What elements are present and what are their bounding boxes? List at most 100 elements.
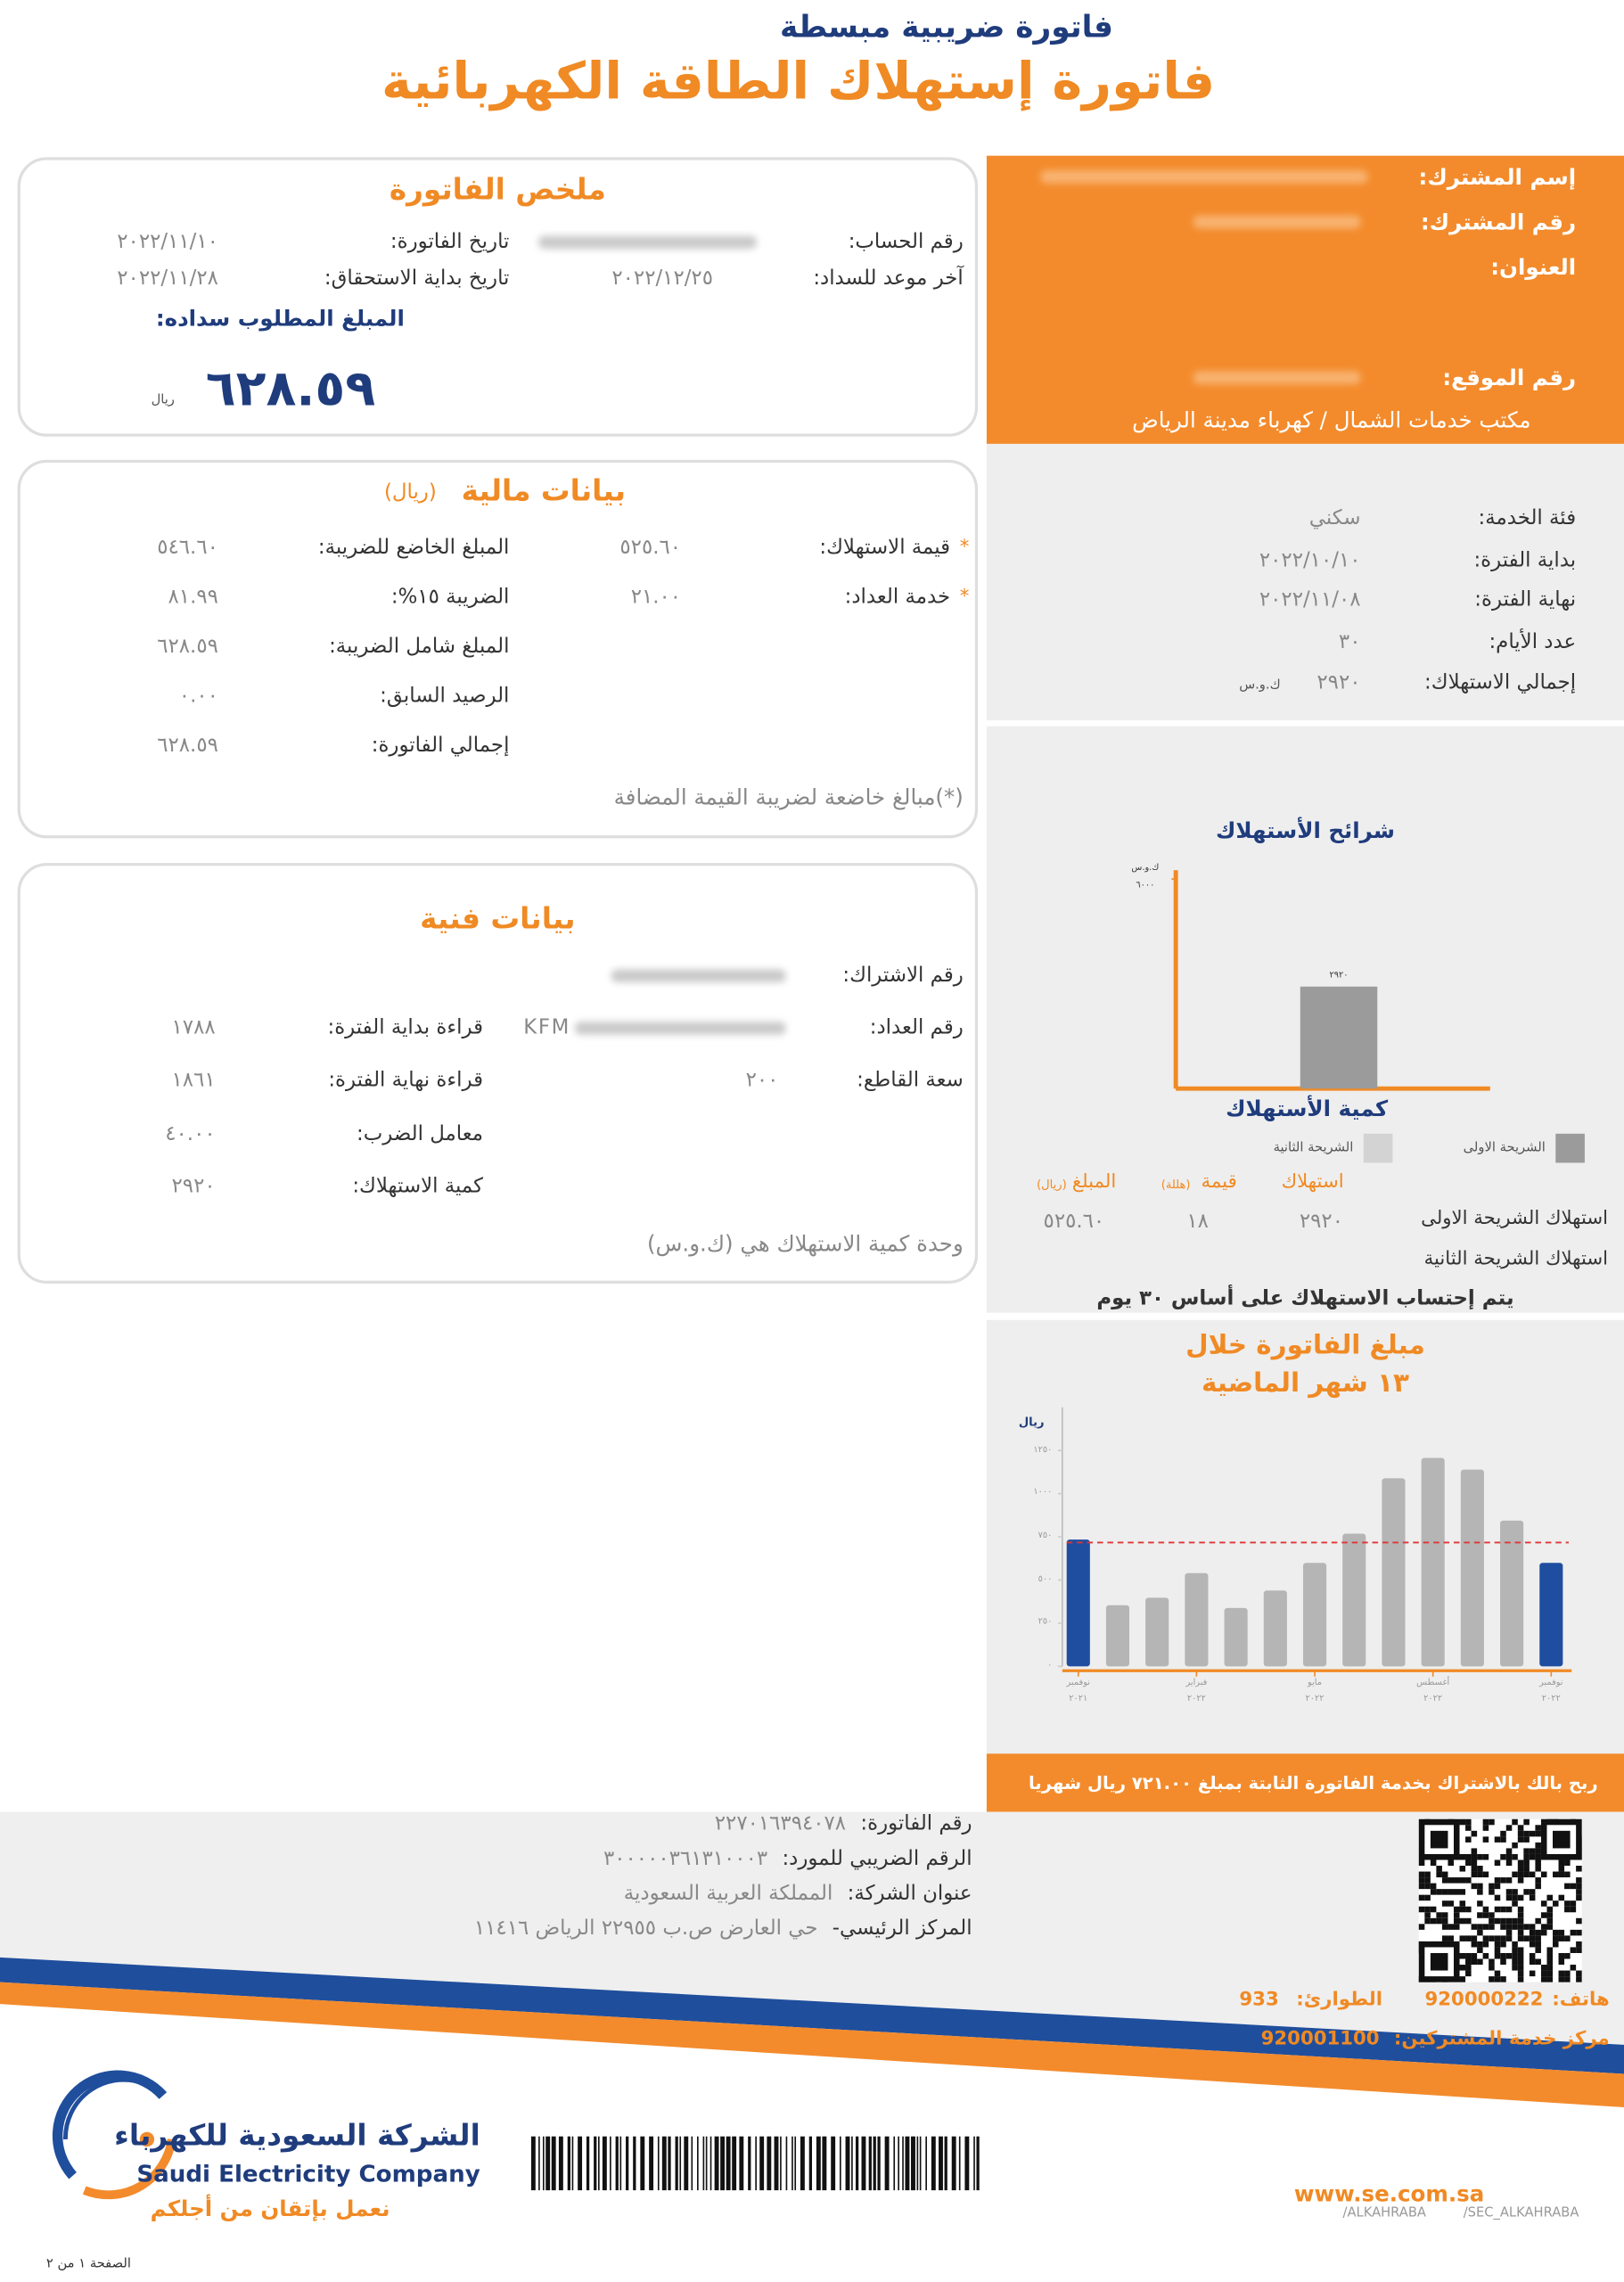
marker: *	[959, 586, 970, 609]
qr-cell	[1535, 1825, 1541, 1831]
company-name-en: Saudi Electricity Company	[136, 2160, 480, 2188]
bar-line	[675, 2136, 678, 2191]
qr-cell	[1553, 1941, 1559, 1948]
qr-cell	[1441, 1871, 1448, 1878]
bar-line	[919, 2136, 922, 2191]
qr-cell	[1418, 1894, 1425, 1901]
qr-cell	[1564, 1935, 1571, 1941]
qr-cell	[1424, 1917, 1431, 1925]
qr-cell	[1512, 1853, 1518, 1860]
bar-line	[726, 2136, 731, 2191]
qr-cell	[1517, 1894, 1524, 1901]
qr-cell	[1564, 1906, 1571, 1913]
qr-cell	[1471, 1830, 1478, 1837]
bar-line	[877, 2136, 881, 2191]
qr-cell	[1418, 1883, 1425, 1890]
qr-cell	[1529, 1929, 1536, 1936]
qr-cell	[1535, 1883, 1541, 1890]
qr-cell	[1517, 1825, 1524, 1831]
qr-cell	[1471, 1935, 1478, 1941]
bar-line	[619, 2136, 622, 2191]
qr-cell	[1512, 1952, 1518, 1959]
x-tick-label: فبراير	[1185, 1677, 1208, 1688]
qr-cell	[1564, 1883, 1571, 1890]
qr-cell	[1540, 1871, 1547, 1878]
qr-cell	[1546, 1947, 1554, 1953]
qr-cell	[1512, 1965, 1518, 1971]
qr-cell	[1489, 1935, 1495, 1941]
qr-cell	[1535, 1935, 1541, 1941]
qr-cell	[1517, 1924, 1524, 1930]
qr-cell	[1482, 1818, 1489, 1826]
bar-line	[586, 2136, 590, 2191]
qr-cell	[1494, 1859, 1501, 1867]
bar-line	[944, 2136, 947, 2191]
redacted	[538, 235, 757, 250]
field-label: سعة القاطع:	[857, 1068, 964, 1092]
qr-cell	[1564, 1952, 1571, 1959]
qr-cell	[1441, 1900, 1448, 1907]
qr-cell	[1471, 1871, 1478, 1878]
field-value: ٠.٠٠	[178, 684, 218, 708]
qr-cell	[1430, 1906, 1437, 1913]
qr-cell	[1465, 1859, 1472, 1867]
qr-cell	[1418, 1924, 1425, 1930]
chart-title: شرائح الأستهلاك	[1215, 817, 1395, 844]
bar-line	[633, 2136, 636, 2191]
service-panel	[986, 443, 1624, 721]
slogan: نعمل بإتقان من أجلكم	[150, 2196, 390, 2222]
field-value: ٥٤٦.٦٠	[157, 536, 218, 560]
bar-line	[831, 2136, 836, 2191]
bar-line	[661, 2136, 667, 2191]
qr-cell	[1517, 1952, 1524, 1959]
qr-cell	[1489, 1883, 1495, 1890]
qr-cell	[1471, 1866, 1478, 1872]
qr-cell	[1546, 1965, 1554, 1971]
field-label: قراءة بداية الفترة:	[327, 1016, 484, 1040]
bar-line	[855, 2136, 859, 2191]
y-tick-label: ٥٠٠	[1038, 1573, 1053, 1584]
qr-cell	[1465, 1952, 1472, 1959]
subtitle: فاتورة ضريبية مبسطة	[779, 9, 1113, 45]
qr-cell	[1477, 1866, 1483, 1872]
field-value: سكني	[1308, 506, 1361, 530]
bar-line	[905, 2136, 910, 2191]
field-label: رقم العداد:	[869, 1016, 964, 1040]
qr-cell	[1546, 1976, 1554, 1982]
bar-line	[578, 2136, 583, 2191]
qr-cell	[1430, 1883, 1437, 1890]
bar-line	[697, 2136, 699, 2191]
qr-cell	[1459, 1889, 1466, 1895]
qr-cell	[1535, 1830, 1541, 1837]
qr-cell	[1424, 1894, 1431, 1901]
qr-cell	[1553, 1900, 1559, 1907]
qr-cell	[1465, 1958, 1472, 1966]
qr-cell	[1494, 1894, 1501, 1901]
qr-cell	[1535, 1877, 1541, 1884]
qr-cell	[1489, 1912, 1495, 1918]
bar-line	[785, 2136, 788, 2191]
bar-line	[691, 2136, 693, 2191]
redacted	[1040, 170, 1368, 184]
qr-cell	[1517, 1929, 1524, 1936]
qr-cell	[1517, 1958, 1524, 1966]
bar-line	[598, 2136, 600, 2191]
currency: ريال	[151, 392, 175, 408]
value: ٢٢٧٠١٦٣٩٤٠٧٨	[714, 1812, 847, 1836]
qr-cell	[1546, 1952, 1554, 1959]
bar-line	[594, 2136, 597, 2191]
qr-cell	[1505, 1924, 1513, 1930]
qr-cell	[1512, 1894, 1518, 1901]
y-tick-label: ٧٥٠	[1038, 1531, 1053, 1541]
summary-box	[17, 157, 979, 437]
qr-cell	[1430, 1917, 1437, 1925]
qr-cell	[1494, 1883, 1501, 1890]
bar-line	[774, 2136, 779, 2191]
qr-cell	[1459, 1906, 1466, 1913]
qr-cell	[1482, 1853, 1489, 1860]
qr-cell	[1477, 1958, 1483, 1966]
website: www.se.com.sa	[1293, 2180, 1485, 2208]
field-label: المبلغ شامل الضريبة:	[329, 635, 510, 659]
qr-cell	[1512, 1871, 1518, 1878]
cell: ١٨	[1186, 1210, 1209, 1234]
